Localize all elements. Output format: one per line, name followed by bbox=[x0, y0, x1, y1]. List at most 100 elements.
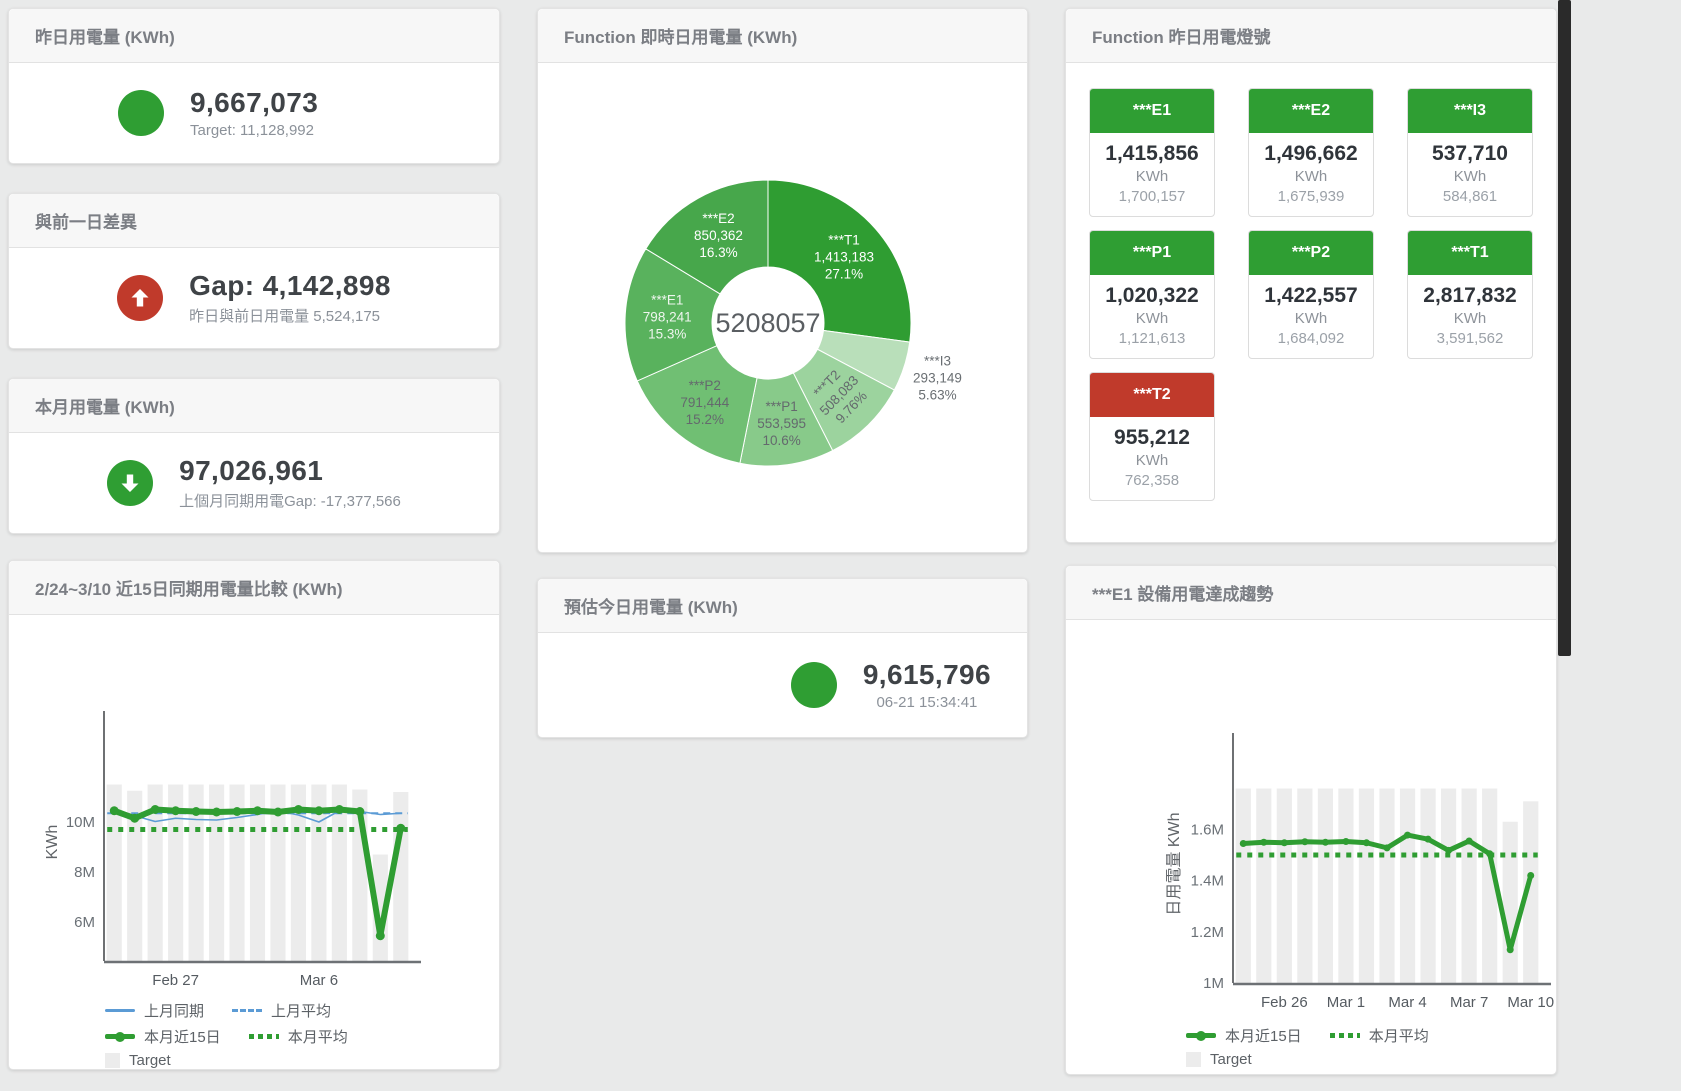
card-estimate-today: 預估今日用電量 (KWh) 9,615,796 06-21 15:34:41 bbox=[537, 578, 1028, 738]
svg-text:10M: 10M bbox=[66, 814, 95, 831]
donut-label: 1,413,183 bbox=[814, 250, 874, 265]
card-header: Function 即時日用電量 (KWh) bbox=[538, 9, 1027, 63]
card-yesterday-usage: 昨日用電量 (KWh) 9,667,073 Target: 11,128,992 bbox=[8, 8, 500, 164]
e1-trend-chart[interactable]: 1M 1.2M 1.4M 1.6M Feb 26 Mar 1 Mar 4 Mar 7 Mar 1… bbox=[1066, 620, 1556, 1012]
donut-label: ***I3 bbox=[924, 353, 951, 368]
legend-item-本月近15日[interactable]: 本月近15日 bbox=[105, 1026, 221, 1047]
card-header: 昨日用電量 (KWh) bbox=[9, 9, 499, 63]
vertical-scrollbar-thumb[interactable] bbox=[1558, 0, 1571, 656]
day-gap-sub: 昨日與前日用電量 5,524,175 bbox=[189, 308, 381, 325]
tile-label: ***T1 bbox=[1408, 231, 1532, 275]
card-header: 預估今日用電量 (KWh) bbox=[538, 579, 1027, 633]
donut-label: 27.1% bbox=[825, 267, 863, 282]
tile-label: ***T2 bbox=[1090, 373, 1214, 417]
card-header: 本月用電量 (KWh) bbox=[9, 379, 499, 433]
estimate-timestamp: 06-21 15:34:41 bbox=[876, 694, 978, 711]
legend-swatch bbox=[105, 1009, 135, 1012]
tile-unit: KWh bbox=[1294, 310, 1328, 327]
legend-item-Target[interactable]: Target bbox=[105, 1052, 171, 1069]
card-title: ***E1 設備用電達成趨勢 bbox=[1092, 585, 1274, 604]
donut-center-total: 5208057 bbox=[715, 308, 820, 338]
donut-label: 15.2% bbox=[686, 412, 724, 427]
donut-slice-E2[interactable] bbox=[645, 179, 769, 295]
donut-slice-T1[interactable] bbox=[767, 179, 912, 343]
card-title: Function 昨日用電燈號 bbox=[1092, 28, 1271, 47]
status-green-circle bbox=[790, 662, 837, 708]
legend-item-本月平均[interactable]: 本月平均 bbox=[248, 1026, 348, 1047]
donut-label: 798,241 bbox=[643, 310, 692, 325]
donut-label: 850,362 bbox=[694, 228, 743, 243]
card-header: 與前一日差異 bbox=[9, 194, 499, 248]
donut-label: 10.6% bbox=[763, 433, 801, 448]
legend-swatch bbox=[1186, 1052, 1201, 1067]
legend-swatch bbox=[232, 1009, 263, 1012]
card-header: ***E1 設備用電達成趨勢 bbox=[1066, 566, 1556, 620]
legend-label: 本月近15日 bbox=[144, 1029, 221, 1046]
svg-text:6M: 6M bbox=[74, 914, 95, 931]
card-header: Function 昨日用電燈號 bbox=[1066, 9, 1556, 63]
status-lights-grid: ***E1 1,415,856 KWh 1,700,157 ***E2 1,496,662… bbox=[1066, 63, 1556, 526]
svg-text:8M: 8M bbox=[74, 864, 95, 881]
svg-text:KWh: KWh bbox=[44, 825, 61, 860]
card-15day-compare: 2/24~3/10 近15日同期用電量比較 (KWh) 6M 8M 10M Feb 2… bbox=[8, 560, 500, 1070]
tile-value: 1,496,662 bbox=[1264, 142, 1358, 165]
card-title: 預估今日用電量 (KWh) bbox=[564, 598, 738, 617]
tile-target-value: 3,591,562 bbox=[1436, 330, 1504, 347]
tile-label: ***P2 bbox=[1249, 231, 1373, 275]
card-title: 昨日用電量 (KWh) bbox=[35, 28, 175, 47]
svg-text:Mar 4: Mar 4 bbox=[1388, 994, 1426, 1011]
tile-unit: KWh bbox=[1294, 168, 1328, 185]
svg-text:Mar 7: Mar 7 bbox=[1450, 994, 1488, 1011]
legend-label: Target bbox=[1210, 1051, 1252, 1068]
tile-value: 1,020,322 bbox=[1105, 284, 1199, 307]
light-tile-I3: ***I3 537,710 KWh 584,861 bbox=[1407, 88, 1533, 217]
legend-item-上月平均[interactable]: 上月平均 bbox=[232, 1000, 331, 1021]
arrow-down-icon bbox=[107, 460, 154, 506]
legend-label: 上月同期 bbox=[144, 1003, 205, 1020]
status-green-circle bbox=[118, 90, 164, 136]
donut-label: 5.63% bbox=[918, 387, 956, 402]
legend-item-本月平均[interactable]: 本月平均 bbox=[1329, 1025, 1429, 1046]
donut-slice-P2[interactable] bbox=[636, 345, 758, 464]
legend-label: 本月平均 bbox=[287, 1029, 348, 1046]
tile-unit: KWh bbox=[1135, 168, 1169, 185]
light-tile-T1: ***T1 2,817,832 KWh 3,591,562 bbox=[1407, 230, 1533, 359]
donut-label: 15.3% bbox=[648, 327, 686, 342]
legend-item-Target[interactable]: Target bbox=[1186, 1051, 1252, 1068]
e1-trend-legend: 本月近15日 本月平均 Target bbox=[1186, 1025, 1556, 1068]
arrow-up-icon bbox=[117, 275, 164, 321]
estimate-value: 9,615,796 bbox=[862, 659, 991, 690]
legend-swatch bbox=[105, 1053, 120, 1068]
svg-text:1.2M: 1.2M bbox=[1191, 924, 1224, 941]
card-month-usage: 本月用電量 (KWh) 97,026,961 上個月同期用電Gap: -17,3… bbox=[8, 378, 500, 534]
donut-label: ***P1 bbox=[766, 399, 798, 414]
month-gap-sub: 上個月同期用電Gap: -17,377,566 bbox=[179, 493, 401, 510]
tile-label: ***E1 bbox=[1090, 89, 1214, 133]
card-realtime-donut: Function 即時日用電量 (KWh) ***T1 1,413,183 27.1… bbox=[537, 8, 1028, 553]
card-title: Function 即時日用電量 (KWh) bbox=[564, 28, 798, 47]
svg-text:1.6M: 1.6M bbox=[1191, 821, 1224, 838]
svg-text:Mar 6: Mar 6 bbox=[300, 972, 338, 989]
compare-chart[interactable]: 6M 8M 10M Feb 27 Mar 6 KWh bbox=[9, 615, 499, 991]
card-status-lights: Function 昨日用電燈號 ***E1 1,415,856 KWh 1,700,1… bbox=[1065, 8, 1557, 543]
svg-text:1.4M: 1.4M bbox=[1191, 873, 1224, 890]
card-title: 與前一日差異 bbox=[35, 213, 137, 232]
legend-item-上月同期[interactable]: 上月同期 bbox=[105, 1000, 204, 1021]
tile-label: ***I3 bbox=[1408, 89, 1532, 133]
legend-swatch bbox=[105, 1034, 135, 1039]
month-value: 97,026,961 bbox=[179, 455, 324, 486]
donut-label: 293,149 bbox=[913, 370, 962, 385]
svg-text:1M: 1M bbox=[1203, 975, 1224, 992]
tile-value: 955,212 bbox=[1114, 426, 1190, 449]
light-tile-P1: ***P1 1,020,322 KWh 1,121,613 bbox=[1089, 230, 1215, 359]
donut-label: 553,595 bbox=[757, 416, 806, 431]
donut-label: ***E2 bbox=[702, 211, 734, 226]
donut-slice-E1[interactable] bbox=[624, 248, 721, 382]
svg-text:Feb 27: Feb 27 bbox=[152, 972, 199, 989]
compare-legend: 上月同期 上月平均 本月近15日 本月平均 Target bbox=[105, 1000, 499, 1069]
legend-swatch bbox=[1186, 1033, 1216, 1038]
legend-item-本月近15日[interactable]: 本月近15日 bbox=[1186, 1025, 1302, 1046]
realtime-donut-chart[interactable]: ***T11,413,18327.1%***I3293,1495.63%***T… bbox=[538, 63, 1027, 551]
tile-value: 2,817,832 bbox=[1423, 284, 1517, 307]
